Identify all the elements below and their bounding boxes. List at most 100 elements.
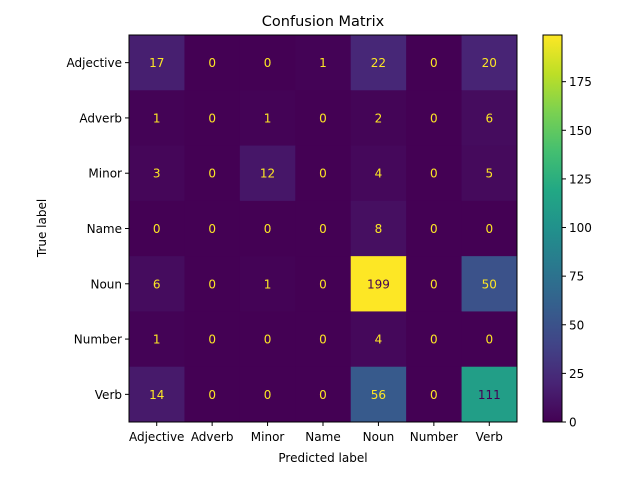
- y-tick-label: Adjective: [67, 56, 122, 70]
- heatmap-cell: [184, 256, 241, 312]
- cell-value-label: 1: [319, 56, 327, 70]
- heatmap-cell: [350, 200, 407, 257]
- heatmap-cell: [406, 145, 463, 202]
- heatmap-cell: [461, 366, 518, 423]
- cell-value-label: 0: [430, 388, 438, 402]
- y-axis-label: True label: [35, 199, 49, 258]
- cell-value-label: 6: [485, 111, 493, 125]
- x-tick-label: Adverb: [191, 430, 234, 444]
- cell-value-label: 0: [319, 333, 327, 347]
- heatmap-cell: [129, 200, 185, 257]
- heatmap-cell: [406, 256, 463, 312]
- cell-value-label: 0: [430, 222, 438, 236]
- cell-value-label: 20: [482, 56, 497, 70]
- cell-value-label: 1: [153, 333, 161, 347]
- heatmap-cell: [129, 145, 185, 202]
- heatmap-cell: [350, 35, 407, 91]
- heatmap-cell: [295, 311, 352, 368]
- y-tick-label: Verb: [95, 388, 122, 402]
- cell-value-label: 1: [264, 277, 272, 291]
- heatmap-cell: [406, 35, 463, 91]
- cell-value-label: 6: [153, 277, 161, 291]
- x-tick-label: Minor: [251, 430, 285, 444]
- cell-value-label: 1: [153, 111, 161, 125]
- colorbar-tick-label: 100: [569, 221, 592, 235]
- heatmap-cell: [129, 256, 185, 312]
- cell-value-label: 0: [264, 222, 272, 236]
- x-tick-label: Name: [305, 430, 340, 444]
- heatmap-cell: [461, 35, 518, 91]
- cell-value-label: 14: [149, 388, 164, 402]
- cell-value-label: 0: [208, 111, 216, 125]
- colorbar-tick-label: 125: [569, 172, 592, 186]
- cell-value-label: 111: [478, 388, 501, 402]
- heatmap-cell: [461, 311, 518, 368]
- cell-value-label: 0: [485, 333, 493, 347]
- heatmap-cell: [350, 311, 407, 368]
- x-axis: Adjective Adverb Minor Name Noun Number Verb: [129, 422, 503, 444]
- heatmap-cell: [350, 90, 407, 147]
- x-tick-label: Noun: [363, 430, 395, 444]
- cell-value-label: 0: [208, 222, 216, 236]
- cell-value-label: 0: [430, 111, 438, 125]
- heatmap-cell: [295, 90, 352, 147]
- heatmap-cell: [239, 145, 296, 202]
- cell-value-label: 0: [208, 277, 216, 291]
- cell-value-label: 17: [149, 56, 164, 70]
- heatmap-cell: [461, 145, 518, 202]
- heatmap-cell: [295, 200, 352, 257]
- heatmap-cell: [239, 200, 296, 257]
- heatmap-cell: [406, 366, 463, 423]
- cell-value-label: 12: [260, 167, 275, 181]
- heatmap-cell: [129, 311, 185, 368]
- colorbar-tick-label: 25: [569, 367, 584, 381]
- y-tick-label: Minor: [88, 167, 122, 181]
- y-tick-label: Name: [87, 222, 122, 236]
- cell-value-label: 199: [367, 277, 390, 291]
- x-tick-label: Verb: [476, 430, 503, 444]
- heatmap-cell: [461, 256, 518, 312]
- heatmap-cell: [129, 366, 185, 423]
- cell-value-label: 0: [319, 167, 327, 181]
- heatmap-cell: [461, 90, 518, 147]
- cell-value-label: 3: [153, 167, 161, 181]
- heatmap-cell: [295, 145, 352, 202]
- heatmap-cell: [239, 256, 296, 312]
- y-tick-label: Noun: [90, 277, 122, 291]
- y-axis: Adjective Adverb Minor Name Noun Number Verb: [67, 56, 129, 402]
- heatmap-cell: [406, 90, 463, 147]
- x-tick-label: Number: [410, 430, 458, 444]
- heatmap-cell: [295, 256, 352, 312]
- cell-value-label: 2: [375, 111, 383, 125]
- heatmap-cell: [129, 90, 185, 147]
- y-tick-label: Number: [74, 333, 122, 347]
- heatmap-cell: [350, 145, 407, 202]
- cell-value-label: 0: [430, 167, 438, 181]
- cell-value-label: 4: [375, 333, 383, 347]
- heatmap-cell: [184, 200, 241, 257]
- cell-value-label: 0: [208, 167, 216, 181]
- cell-value-label: 0: [430, 56, 438, 70]
- cell-value-label: 0: [319, 111, 327, 125]
- heatmap-cell-labels: 17 0 0 1 22 0 201 0 1 0 2 0 63 0 12 0 4 0 50 0 0 0 8 0 06 0 1 0 199 0…: [149, 56, 501, 402]
- cell-value-label: 0: [485, 222, 493, 236]
- x-tick-label: Adjective: [129, 430, 184, 444]
- cell-value-label: 0: [430, 333, 438, 347]
- cell-value-label: 22: [371, 56, 386, 70]
- cell-value-label: 0: [264, 56, 272, 70]
- y-tick-label: Adverb: [79, 111, 122, 125]
- cell-value-label: 50: [482, 277, 497, 291]
- heatmap-cell: [406, 200, 463, 257]
- chart-title: Confusion Matrix: [262, 14, 385, 30]
- cell-value-label: 0: [153, 222, 161, 236]
- colorbar: 0 25 50 75 100 125 150 175: [542, 34, 592, 430]
- heatmap-cell: [184, 90, 241, 147]
- cell-value-label: 5: [485, 167, 493, 181]
- colorbar-tick-label: 150: [569, 124, 592, 138]
- heatmap-cell: [406, 311, 463, 368]
- heatmap-cell: [184, 366, 241, 423]
- heatmap-cell: [350, 366, 407, 423]
- colorbar-tick-label: 175: [569, 75, 592, 89]
- colorbar-tick-label: 0: [569, 416, 577, 430]
